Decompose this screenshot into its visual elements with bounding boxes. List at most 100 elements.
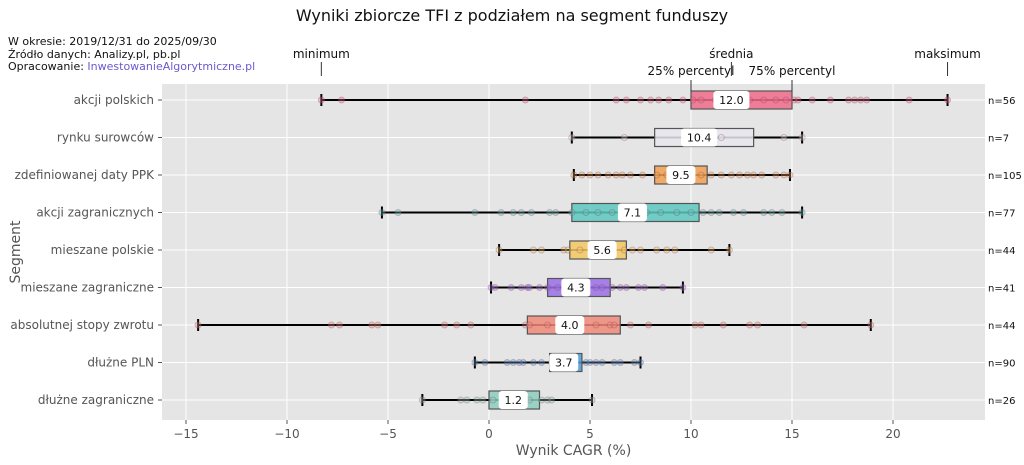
data-point xyxy=(628,246,636,254)
data-point xyxy=(479,396,487,404)
data-point xyxy=(338,96,346,104)
data-point xyxy=(517,209,525,216)
data-point xyxy=(663,246,671,254)
data-point xyxy=(637,96,644,104)
annotation-q3: 75% percentyl xyxy=(749,64,836,78)
data-point xyxy=(608,209,616,216)
annotation-mean: średnia xyxy=(709,47,753,61)
data-point xyxy=(780,134,788,141)
data-point xyxy=(374,321,382,329)
x-tick-label: 15 xyxy=(784,427,799,441)
mean-label-bg xyxy=(549,353,579,372)
data-point xyxy=(697,321,705,329)
count-label: n=77 xyxy=(988,209,1015,220)
data-point xyxy=(610,359,618,366)
data-point xyxy=(717,134,725,141)
mean-label-bg xyxy=(617,203,647,222)
data-point xyxy=(772,171,780,179)
data-point xyxy=(544,321,552,329)
category-label: dłużne PLN xyxy=(87,356,154,370)
data-point xyxy=(665,96,673,104)
category-label: dłużne zagraniczne xyxy=(38,393,154,407)
data-point xyxy=(519,359,527,366)
data-point xyxy=(568,209,576,216)
mean-label-bg xyxy=(681,128,718,147)
data-point xyxy=(616,359,624,366)
y-axis-label: Segment xyxy=(8,220,24,284)
data-point xyxy=(507,284,515,291)
data-point xyxy=(867,321,875,329)
data-point xyxy=(586,171,594,179)
data-point xyxy=(509,359,517,366)
data-point xyxy=(592,284,600,291)
data-point xyxy=(689,96,697,104)
count-label: n=44 xyxy=(988,321,1015,332)
mean-label-bg xyxy=(666,166,696,184)
data-point xyxy=(760,209,768,216)
data-point xyxy=(851,96,859,104)
data-point xyxy=(740,209,748,216)
category-label: mieszane zagraniczne xyxy=(21,281,155,295)
chart-meta: W okresie: 2019/12/31 do 2025/09/30 Źród… xyxy=(8,35,256,74)
box-2: zdefiniowanej daty PPK 9.5 n=105 xyxy=(15,165,1022,185)
data-point xyxy=(586,359,594,366)
mean-label: 12.0 xyxy=(719,94,744,107)
data-point xyxy=(517,284,525,291)
data-point xyxy=(604,171,612,179)
data-point xyxy=(576,246,584,254)
count-label: n=41 xyxy=(988,284,1015,295)
data-point xyxy=(546,209,554,216)
x-tick-label: −5 xyxy=(379,427,397,441)
data-point xyxy=(637,359,644,366)
data-point xyxy=(697,171,705,179)
data-point xyxy=(671,246,679,254)
data-point xyxy=(441,321,449,329)
data-point xyxy=(800,321,808,329)
box-7: dłużne PLN 3.7 n=90 xyxy=(87,352,1015,373)
data-point xyxy=(509,209,517,216)
data-point xyxy=(471,359,479,366)
data-point xyxy=(758,171,766,179)
data-point xyxy=(772,96,780,104)
data-point xyxy=(327,321,335,329)
data-point xyxy=(560,246,568,254)
count-label: n=90 xyxy=(988,359,1015,370)
data-point xyxy=(622,96,630,104)
data-point xyxy=(653,246,661,254)
data-point xyxy=(552,209,560,216)
data-point xyxy=(594,171,602,179)
data-point xyxy=(735,171,743,179)
data-point xyxy=(578,171,586,179)
mean-label: 5.6 xyxy=(593,244,611,257)
mean-label: 4.0 xyxy=(561,319,579,332)
data-point xyxy=(612,96,620,104)
mean-label-bg xyxy=(561,278,591,297)
data-point xyxy=(538,246,546,254)
data-point xyxy=(473,396,481,404)
data-point xyxy=(463,396,471,404)
data-point xyxy=(538,359,546,366)
annotation-minimum: minimum xyxy=(293,47,350,61)
data-point xyxy=(707,246,715,254)
data-point xyxy=(598,359,606,366)
data-point xyxy=(782,96,790,104)
data-point xyxy=(503,359,511,366)
data-point xyxy=(905,96,913,104)
data-point xyxy=(544,396,552,404)
data-point xyxy=(317,96,325,104)
mean-label: 4.3 xyxy=(567,282,585,295)
data-point xyxy=(378,209,386,216)
data-point xyxy=(529,359,537,366)
data-point xyxy=(525,321,533,329)
data-point xyxy=(612,171,620,179)
data-point xyxy=(608,284,616,291)
data-point xyxy=(679,96,687,104)
x-tick-label: 10 xyxy=(683,427,698,441)
data-point xyxy=(453,321,461,329)
source-text: Źródło danych: Analizy.pl, pb.pl xyxy=(8,47,181,61)
data-point xyxy=(606,321,614,329)
author-link[interactable]: InwestowanieAlgorytmiczne.pl xyxy=(87,60,256,73)
data-point xyxy=(592,359,600,366)
data-point xyxy=(808,96,816,104)
data-point xyxy=(679,284,687,291)
